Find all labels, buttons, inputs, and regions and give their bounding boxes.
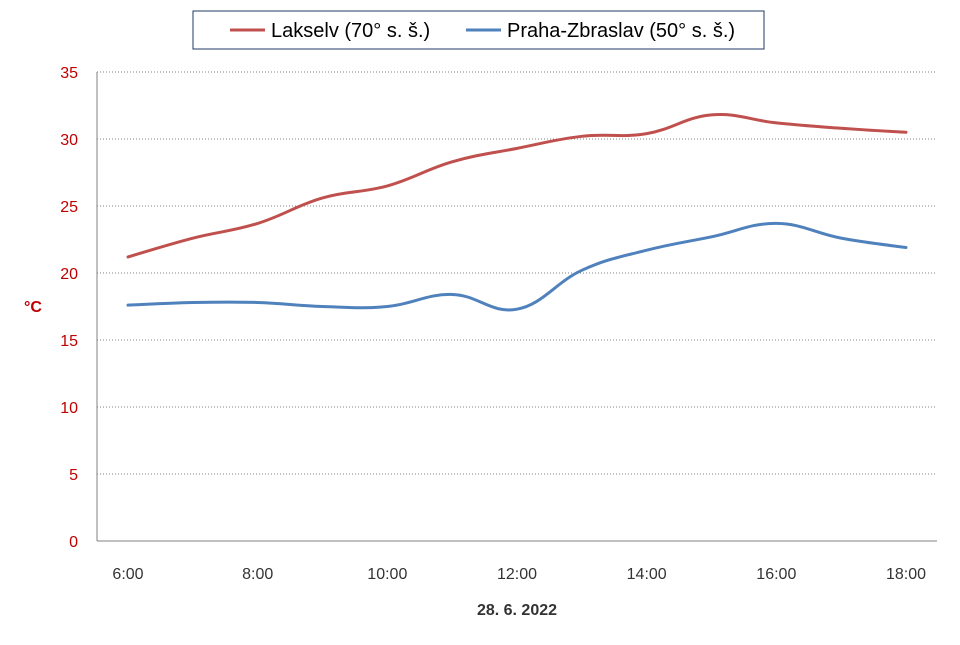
y-tick-label: 30 <box>60 132 78 149</box>
x-tick-label: 8:00 <box>242 566 273 583</box>
legend: Lakselv (70° s. š.) Praha-Zbraslav (50° s… <box>192 10 765 50</box>
y-tick-label: 10 <box>60 400 78 417</box>
x-axis-label: 28. 6. 2022 <box>477 602 557 619</box>
x-tick-labels: 6:00 8:00 10:00 12:00 14:00 16:00 18:00 <box>112 566 926 583</box>
legend-items: Lakselv (70° s. š.) Praha-Zbraslav (50° s… <box>230 20 735 42</box>
gridlines <box>97 71 937 475</box>
series-lines <box>126 113 908 312</box>
x-tick-label: 10:00 <box>367 566 407 583</box>
series-line-praha-zbraslav <box>126 221 908 312</box>
y-tick-label: 20 <box>60 266 78 283</box>
y-tick-label: 0 <box>69 534 78 551</box>
x-tick-label: 12:00 <box>497 566 537 583</box>
x-tick-label: 16:00 <box>756 566 796 583</box>
x-tick-label: 14:00 <box>627 566 667 583</box>
axes <box>96 72 937 542</box>
x-tick-label: 6:00 <box>112 566 143 583</box>
y-tick-label: 15 <box>60 333 78 350</box>
legend-label-praha-zbraslav: Praha-Zbraslav (50° s. š.) <box>507 20 735 42</box>
y-tick-label: 5 <box>69 467 78 484</box>
y-tick-label: 25 <box>60 199 78 216</box>
y-axis-label: °C <box>24 299 42 316</box>
legend-label-lakselv: Lakselv (70° s. š.) <box>271 20 430 42</box>
y-tick-label: 35 <box>60 65 78 82</box>
series-line-lakselv <box>126 113 908 259</box>
x-tick-label: 18:00 <box>886 566 926 583</box>
y-tick-labels: 0 5 10 15 20 25 30 35 <box>60 65 78 551</box>
